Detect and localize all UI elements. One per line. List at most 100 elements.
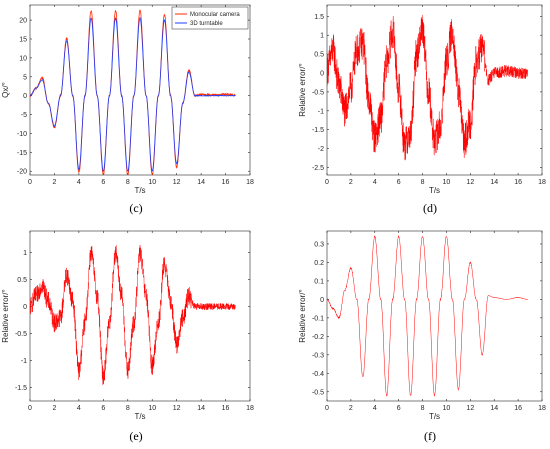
- x-tick-label: 4: [77, 405, 81, 412]
- x-tick-label: 6: [101, 405, 105, 412]
- y-tick-label: 1: [23, 250, 27, 257]
- x-tick-label: 4: [373, 405, 377, 412]
- x-tick-label: 0: [28, 405, 32, 412]
- panel-caption: (f): [424, 429, 436, 443]
- x-tick-label: 14: [490, 179, 498, 186]
- y-tick-label: -20: [17, 169, 27, 176]
- y-tick-label: -1: [318, 108, 324, 115]
- y-axis-label: Qx/°: [1, 82, 10, 98]
- x-tick-label: 4: [77, 179, 81, 186]
- chart-c: 0 2 4 6 8 10 12 14 16 18 -20 -15 -10 -5 0 5 10 15 20 T/s Qx/…: [1, 4, 254, 215]
- x-tick-label: 8: [126, 405, 130, 412]
- y-tick-label: -1.5: [15, 385, 27, 392]
- y-tick-label: -0.5: [312, 389, 324, 396]
- x-tick-label: 8: [126, 179, 130, 186]
- chart-e: 0 2 4 6 8 10 12 14 16 18 -1.5 -1 -0.5 0 0.5 1 T/s Relativ…: [1, 230, 254, 443]
- x-tick-label: 10: [148, 179, 156, 186]
- panel-caption: (c): [129, 201, 142, 215]
- panel-caption: (d): [423, 201, 437, 215]
- y-tick-label: 0.5: [314, 52, 324, 59]
- x-tick-label: 6: [397, 179, 401, 186]
- x-axis-label: T/s: [429, 186, 440, 195]
- x-tick-label: 6: [397, 405, 401, 412]
- y-tick-label: -0.4: [312, 371, 324, 378]
- y-tick-label: 1.5: [314, 14, 324, 21]
- x-tick-label: 10: [443, 405, 451, 412]
- x-tick-label: 18: [246, 179, 254, 186]
- y-axis-label: Relative error/°: [1, 289, 10, 342]
- x-tick-label: 16: [222, 405, 230, 412]
- x-tick-label: 2: [52, 179, 56, 186]
- y-tick-label: -0.5: [312, 89, 324, 96]
- legend-entry: Monocular camera: [190, 12, 240, 18]
- x-tick-label: 14: [197, 405, 205, 412]
- series-line-2: [30, 17, 236, 172]
- x-tick-label: 0: [325, 405, 329, 412]
- plot-frame: [326, 230, 543, 402]
- x-tick-label: 18: [538, 179, 546, 186]
- y-tick-label: 0: [23, 304, 27, 311]
- x-tick-label: 16: [514, 405, 522, 412]
- plot-frame: [29, 4, 251, 176]
- x-tick-label: 14: [197, 179, 205, 186]
- x-tick-label: 12: [466, 179, 474, 186]
- y-axis-label: Relative error/°: [298, 289, 307, 342]
- x-tick-label: 0: [28, 179, 32, 186]
- y-tick-label: -0.2: [312, 334, 324, 341]
- legend-box: [171, 6, 249, 30]
- y-tick-label: -2: [318, 146, 324, 153]
- y-tick-label: -1: [21, 358, 27, 365]
- x-tick-label: 18: [538, 405, 546, 412]
- y-tick-label: 1: [320, 33, 324, 40]
- x-tick-label: 10: [443, 179, 451, 186]
- x-tick-label: 16: [222, 179, 230, 186]
- y-tick-label: -2.5: [312, 165, 324, 172]
- x-tick-label: 12: [173, 405, 181, 412]
- plot-frame: [326, 4, 543, 176]
- y-tick-label: -0.3: [312, 352, 324, 359]
- chart-f: 0 2 4 6 8 10 12 14 16 18 -0.5 -0.4 -0.3 -0.2 -0.1 0 0.1 0…: [298, 230, 546, 443]
- x-tick-label: 16: [514, 179, 522, 186]
- x-tick-label: 2: [52, 405, 56, 412]
- y-tick-label: 10: [19, 55, 27, 62]
- x-tick-label: 2: [349, 405, 353, 412]
- x-axis-label: T/s: [134, 186, 145, 195]
- x-tick-label: 4: [373, 179, 377, 186]
- x-tick-label: 0: [325, 179, 329, 186]
- x-tick-label: 8: [421, 405, 425, 412]
- y-tick-label: 0.1: [314, 278, 324, 285]
- series-line-1: [327, 235, 528, 397]
- y-tick-label: -10: [17, 131, 27, 138]
- y-tick-label: 0.5: [17, 277, 27, 284]
- series-line-1: [30, 245, 236, 385]
- y-tick-label: 0.3: [314, 241, 324, 248]
- x-axis-label: T/s: [429, 412, 440, 421]
- x-tick-label: 6: [101, 179, 105, 186]
- y-tick-label: 20: [19, 18, 27, 25]
- x-tick-label: 8: [421, 179, 425, 186]
- x-tick-label: 2: [349, 179, 353, 186]
- y-tick-label: 5: [23, 74, 27, 81]
- y-tick-label: -0.1: [312, 315, 324, 322]
- y-tick-label: 0: [320, 297, 324, 304]
- y-tick-label: -1.5: [312, 127, 324, 134]
- x-tick-label: 12: [173, 179, 181, 186]
- y-tick-label: 15: [19, 37, 27, 44]
- y-tick-label: -0.5: [15, 331, 27, 338]
- x-tick-label: 12: [466, 405, 474, 412]
- x-tick-label: 14: [490, 405, 498, 412]
- x-axis-label: T/s: [134, 412, 145, 421]
- y-tick-label: 0.2: [314, 260, 324, 267]
- y-tick-label: -15: [17, 150, 27, 157]
- panel-caption: (e): [129, 429, 142, 443]
- y-tick-label: 0: [23, 93, 27, 100]
- x-tick-label: 18: [246, 405, 254, 412]
- y-tick-label: -5: [21, 112, 27, 119]
- y-tick-label: 0: [320, 71, 324, 78]
- series-line-1: [327, 14, 528, 161]
- y-axis-label: Relative error/°: [298, 63, 307, 116]
- x-tick-label: 10: [148, 405, 156, 412]
- legend-entry: 3D turntable: [190, 21, 223, 27]
- chart-d: 0 2 4 6 8 10 12 14 16 18 -2.5 -2 -1.5 -1 -0.5 0 0.5 1 1.5 T…: [298, 4, 546, 215]
